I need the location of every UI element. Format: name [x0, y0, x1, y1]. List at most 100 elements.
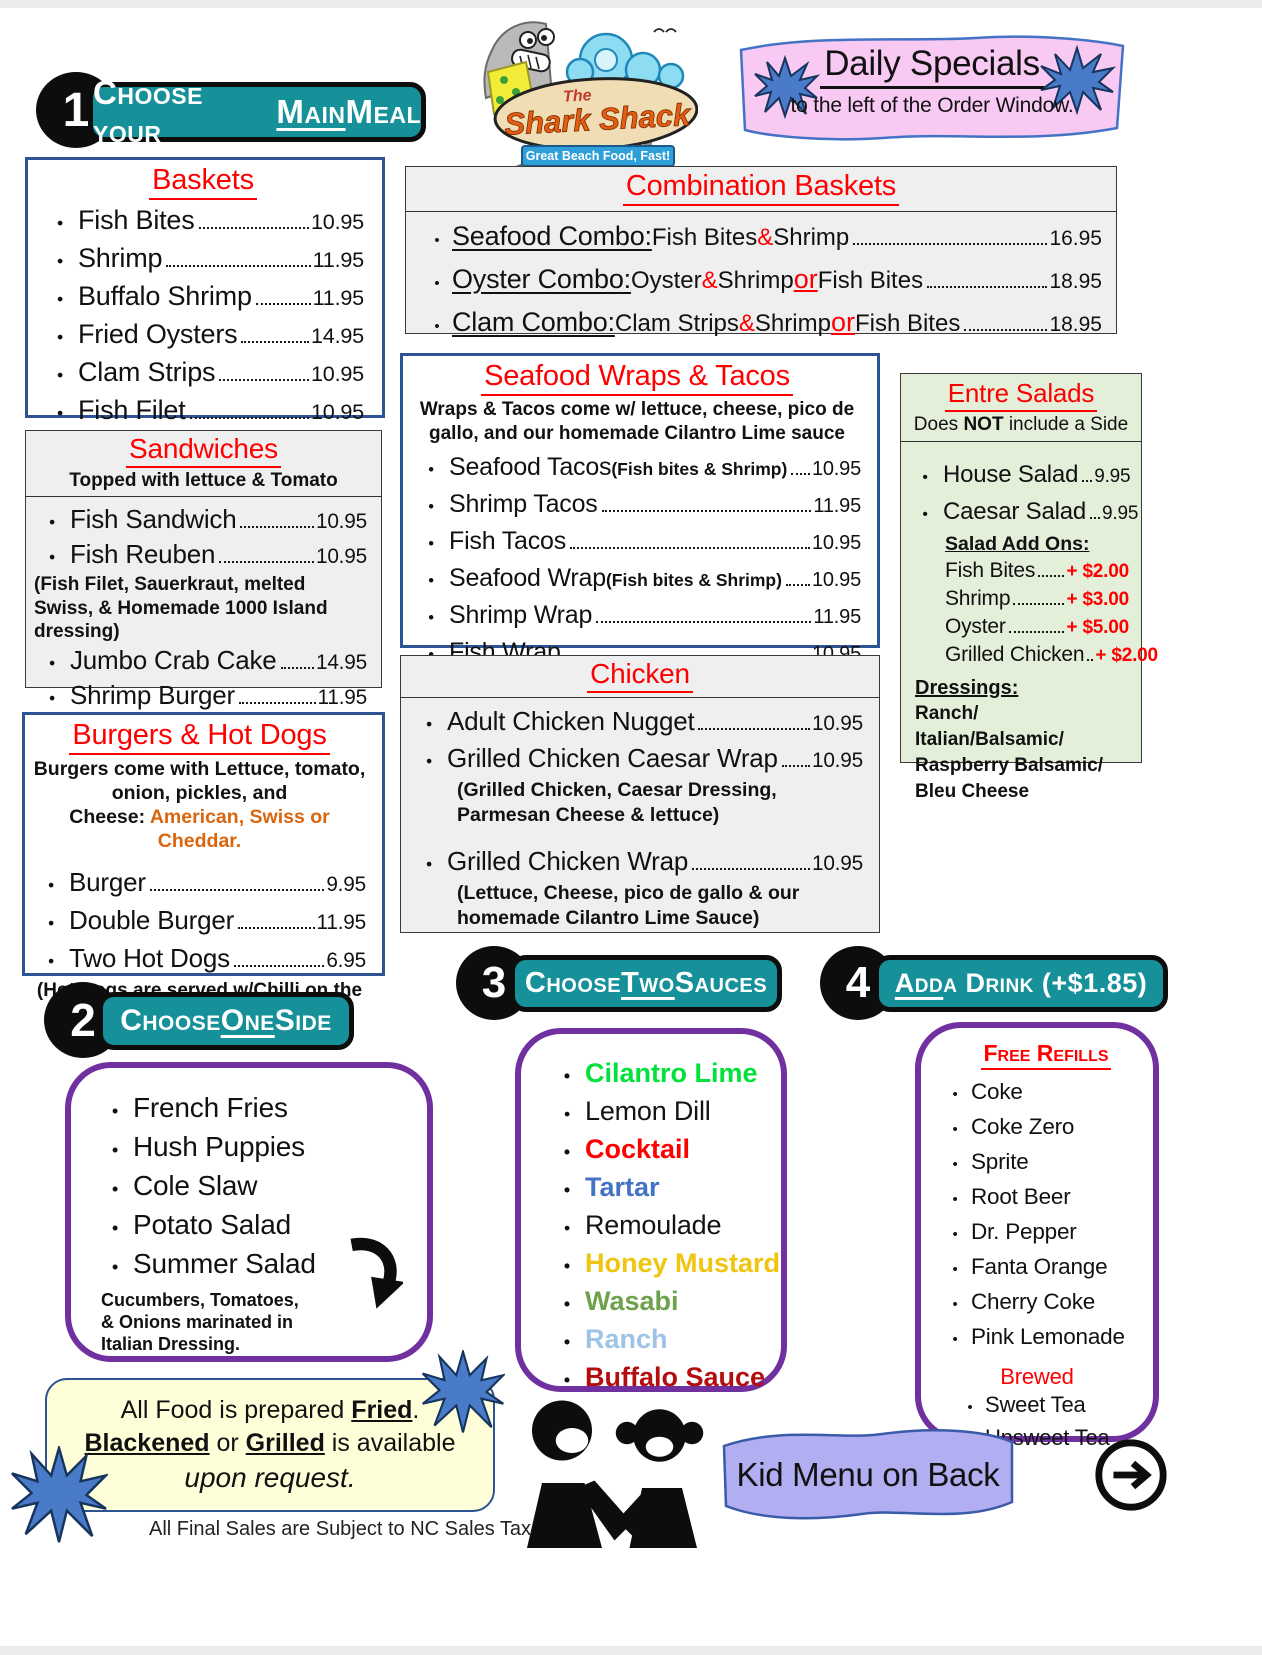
- item-price: 10.95: [811, 458, 861, 480]
- item-name: House Salad: [943, 461, 1079, 488]
- kid-menu-banner: Kid Menu on Back: [722, 1424, 1014, 1526]
- bullet-icon: [422, 264, 452, 303]
- drink-item: Coke: [939, 1076, 1153, 1111]
- item-price: 11.95: [312, 285, 365, 310]
- dotted-leader: [1087, 659, 1094, 661]
- item-name: Adult Chicken Nugget: [447, 706, 695, 736]
- item-name: Fish Reuben: [70, 539, 216, 569]
- starburst-icon: [11, 1446, 108, 1543]
- bullet-icon: [413, 490, 449, 524]
- item-price: 18.95: [1049, 270, 1102, 293]
- chicken-note: (Lettuce, Cheese, pico de gallo & our ho…: [457, 882, 800, 929]
- banner-emph: One: [220, 1004, 275, 1037]
- addon-price: + $3.00: [1066, 589, 1129, 610]
- section-baskets: Baskets Fish Bites 10.95 Shrimp 11.95 Buff…: [25, 157, 385, 425]
- sauce-item: Remoulade: [549, 1208, 781, 1246]
- item-name: Coke: [971, 1079, 1023, 1104]
- menu-item: Fish Filet 10.95: [42, 393, 364, 431]
- bullet-icon: [34, 647, 70, 679]
- item-name: Caesar Salad: [943, 498, 1087, 525]
- item-name: Fried Oysters: [78, 319, 238, 349]
- menu-item: Fried Oysters 14.95: [42, 317, 364, 355]
- bullet-icon: [34, 682, 70, 714]
- section-wraps-tacos: Seafood Wraps & Tacos Wraps & Tacos come…: [400, 353, 880, 666]
- combo-label: Clam Combo:: [452, 307, 615, 337]
- sauce-item: Buffalo Sauce: [549, 1360, 781, 1398]
- bullet-icon: [939, 1325, 971, 1356]
- bullet-icon: [34, 541, 70, 573]
- combos-title: Combination Baskets: [622, 170, 900, 206]
- dotted-leader: [596, 621, 812, 623]
- item-name: Buffalo Shrimp: [78, 281, 252, 311]
- sauce-name: Tartar: [585, 1172, 660, 1202]
- item-price: 10.95: [811, 532, 861, 554]
- item-name: Cole Slaw: [133, 1170, 258, 1201]
- item-name: Shrimp: [78, 243, 163, 273]
- combo-text: Shrimp: [717, 267, 794, 294]
- kids-silhouette-icon: [512, 1388, 712, 1548]
- item-price: 10.95: [310, 209, 364, 234]
- banner-text: Choose: [524, 967, 622, 999]
- shark-logo-icon: The Shark Shack Great Beach Food, Fast!: [483, 21, 698, 168]
- side-item: Summer Salad: [97, 1246, 427, 1285]
- step-number-text: 3: [481, 958, 507, 1007]
- bullet-icon: [413, 564, 449, 598]
- item-price: 10.95: [315, 510, 367, 533]
- menu-item: Buffalo Shrimp 11.95: [42, 279, 364, 317]
- dotted-leader: [238, 927, 315, 929]
- top-edge: [0, 0, 1262, 8]
- bullet-icon: [42, 206, 78, 241]
- brewed-label: Brewed: [1000, 1364, 1074, 1389]
- bullet-icon: [939, 1290, 971, 1321]
- item-name: Fish Bites: [78, 205, 195, 235]
- bullet-icon: [422, 221, 452, 260]
- note-text: or: [209, 1429, 246, 1457]
- sauce-name: Wasabi: [585, 1286, 679, 1316]
- wraps-subtitle: Wraps & Tacos come w/ lettuce, cheese, p…: [419, 399, 855, 444]
- item-price: 11.95: [312, 247, 365, 272]
- sandwiches-note: (Fish Filet, Sauerkraut, melted Swiss, &…: [34, 574, 328, 642]
- dotted-leader: [1013, 603, 1065, 605]
- item-name: Fish Sandwich: [70, 504, 237, 534]
- step-1-banner: Choose your Main Meal: [88, 74, 426, 149]
- item-name: Summer Salad: [133, 1248, 316, 1279]
- menu-item: Shrimp Wrap 11.95: [413, 598, 861, 635]
- sauce-name: Cocktail: [585, 1134, 691, 1164]
- sauce-item: Ranch: [549, 1322, 781, 1360]
- shark-shack-logo: The Shark Shack Great Beach Food, Fast!: [428, 18, 698, 168]
- dotted-leader: [255, 303, 311, 305]
- item-name: Dr. Pepper: [971, 1219, 1077, 1244]
- chicken-title: Chicken: [587, 658, 693, 693]
- item-price: 10.95: [811, 569, 861, 591]
- bullet-icon: [42, 396, 78, 431]
- salad-addons-title: Salad Add Ons:: [945, 533, 1090, 555]
- dotted-leader: [219, 561, 314, 563]
- menu-item: Fish Bites 10.95: [42, 203, 364, 241]
- kid-menu-ribbon: [722, 1429, 1014, 1520]
- addon-price: + $2.00: [1095, 645, 1158, 666]
- salads-subtitle: Does: [913, 414, 964, 435]
- daily-specials-banner: Daily Specials to the left of the Order …: [733, 30, 1131, 150]
- menu-item: Caesar Salad 9.95: [907, 495, 1138, 532]
- menu-item: Two Hot Dogs 6.95: [33, 941, 366, 979]
- dotted-leader: [233, 965, 325, 967]
- bullet-icon: [413, 453, 449, 487]
- item-subname: (Fish bites & Shrimp): [605, 570, 782, 590]
- item-price: 10.95: [811, 852, 863, 875]
- bullet-icon: [411, 707, 447, 741]
- sauce-item: Tartar: [549, 1170, 781, 1208]
- combo-text: Fish Bites: [651, 224, 758, 251]
- sales-tax-note: All Final Sales are Subject to NC Sales …: [148, 1518, 532, 1540]
- item-price: 6.95: [326, 949, 366, 972]
- menu-item: Seafood Wrap (Fish bites & Shrimp) 10.95: [413, 561, 861, 598]
- addon-price: + $5.00: [1066, 617, 1129, 638]
- sauce-name: Honey Mustard: [585, 1248, 781, 1278]
- chicken-note: (Grilled Chicken, Caesar Dressing, Parme…: [457, 779, 777, 826]
- menu-item: Fish Sandwich 10.95: [34, 503, 367, 538]
- item-name: Clam Strips: [78, 357, 216, 387]
- side-item: French Fries: [97, 1090, 427, 1129]
- side-item: Potato Salad: [97, 1207, 427, 1246]
- drink-item: Cherry Coke: [939, 1286, 1153, 1321]
- step-number-text: 4: [845, 958, 871, 1007]
